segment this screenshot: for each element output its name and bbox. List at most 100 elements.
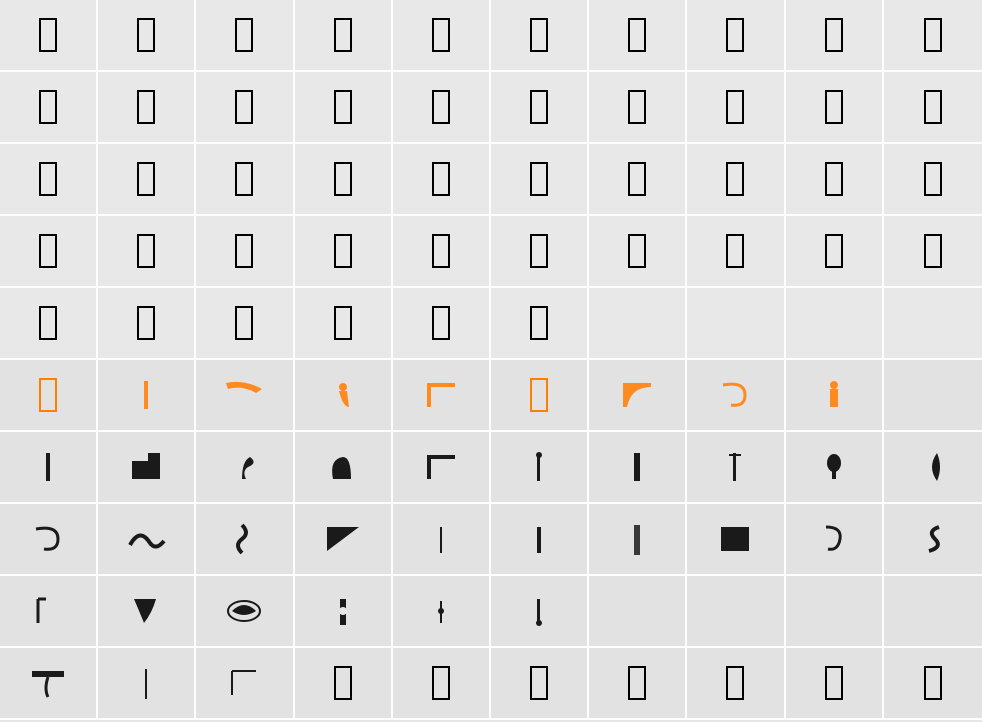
glyph-cell[interactable] [295, 576, 393, 648]
glyph-cell[interactable] [589, 648, 687, 720]
glyph-cell[interactable] [589, 504, 687, 576]
glyph-cell[interactable] [884, 504, 982, 576]
glyph-cell[interactable] [393, 144, 491, 216]
glyph-cell[interactable] [196, 504, 294, 576]
glyph-cell[interactable] [295, 288, 393, 360]
glyph-cell[interactable] [589, 432, 687, 504]
glyph-cell[interactable] [98, 72, 196, 144]
glyph-cell[interactable] [196, 0, 294, 72]
glyph-cell[interactable] [884, 144, 982, 216]
glyph-cell[interactable] [196, 576, 294, 648]
glyph-cell[interactable] [786, 504, 884, 576]
glyph-cell[interactable] [98, 0, 196, 72]
glyph-cell[interactable] [491, 216, 589, 288]
glyph-cell[interactable] [295, 432, 393, 504]
glyph-cell[interactable] [491, 504, 589, 576]
glyph-cell[interactable] [491, 432, 589, 504]
glyph-cell[interactable] [687, 504, 785, 576]
glyph-cell[interactable] [0, 504, 98, 576]
glyph-cell[interactable] [393, 0, 491, 72]
glyph-cell[interactable] [0, 216, 98, 288]
glyph-cell[interactable] [98, 504, 196, 576]
glyph-cell[interactable] [687, 72, 785, 144]
glyph-cell[interactable] [393, 576, 491, 648]
glyph-cell[interactable] [687, 432, 785, 504]
glyph-cell[interactable] [589, 576, 687, 648]
glyph-cell[interactable] [295, 360, 393, 432]
glyph-cell[interactable] [884, 432, 982, 504]
glyph-cell[interactable] [196, 216, 294, 288]
glyph-cell[interactable] [98, 432, 196, 504]
glyph-cell[interactable] [196, 432, 294, 504]
glyph-cell[interactable] [687, 648, 785, 720]
glyph-cell[interactable] [884, 648, 982, 720]
glyph-cell[interactable] [491, 648, 589, 720]
glyph-cell[interactable] [196, 360, 294, 432]
glyph-cell[interactable] [98, 360, 196, 432]
glyph-cell[interactable] [393, 504, 491, 576]
glyph-cell[interactable] [687, 144, 785, 216]
glyph-cell[interactable] [884, 288, 982, 360]
glyph-cell[interactable] [786, 648, 884, 720]
glyph-cell[interactable] [884, 72, 982, 144]
glyph-cell[interactable] [393, 648, 491, 720]
glyph-cell[interactable] [589, 288, 687, 360]
glyph-cell[interactable] [0, 144, 98, 216]
glyph-cell[interactable] [687, 360, 785, 432]
glyph-cell[interactable] [589, 144, 687, 216]
glyph-cell[interactable] [884, 576, 982, 648]
glyph-cell[interactable] [393, 288, 491, 360]
glyph-cell[interactable] [0, 0, 98, 72]
glyph-cell[interactable] [295, 216, 393, 288]
glyph-cell[interactable] [0, 648, 98, 720]
glyph-cell[interactable] [491, 288, 589, 360]
glyph-cell[interactable] [393, 216, 491, 288]
glyph-cell[interactable] [196, 144, 294, 216]
glyph-cell[interactable] [589, 216, 687, 288]
glyph-cell[interactable] [786, 288, 884, 360]
glyph-cell[interactable] [196, 288, 294, 360]
glyph-cell[interactable] [295, 648, 393, 720]
glyph-cell[interactable] [491, 360, 589, 432]
glyph-cell[interactable] [0, 576, 98, 648]
glyph-cell[interactable] [196, 648, 294, 720]
glyph-cell[interactable] [589, 360, 687, 432]
glyph-cell[interactable] [393, 72, 491, 144]
glyph-cell[interactable] [393, 360, 491, 432]
glyph-cell[interactable] [295, 144, 393, 216]
glyph-cell[interactable] [295, 0, 393, 72]
glyph-cell[interactable] [687, 288, 785, 360]
glyph-cell[interactable] [491, 72, 589, 144]
glyph-cell[interactable] [0, 72, 98, 144]
glyph-cell[interactable] [786, 432, 884, 504]
glyph-cell[interactable] [491, 144, 589, 216]
glyph-cell[interactable] [295, 504, 393, 576]
glyph-cell[interactable] [98, 288, 196, 360]
glyph-cell[interactable] [884, 216, 982, 288]
glyph-cell[interactable] [589, 0, 687, 72]
glyph-cell[interactable] [0, 432, 98, 504]
glyph-cell[interactable] [491, 576, 589, 648]
glyph-cell[interactable] [786, 144, 884, 216]
glyph-cell[interactable] [98, 648, 196, 720]
glyph-cell[interactable] [491, 0, 589, 72]
glyph-cell[interactable] [786, 72, 884, 144]
glyph-cell[interactable] [295, 72, 393, 144]
glyph-cell[interactable] [884, 0, 982, 72]
glyph-cell[interactable] [98, 216, 196, 288]
glyph-cell[interactable] [884, 360, 982, 432]
glyph-cell[interactable] [98, 144, 196, 216]
glyph-cell[interactable] [196, 72, 294, 144]
glyph-cell[interactable] [687, 0, 785, 72]
glyph-cell[interactable] [98, 576, 196, 648]
glyph-cell[interactable] [786, 0, 884, 72]
glyph-cell[interactable] [0, 360, 98, 432]
glyph-cell[interactable] [786, 360, 884, 432]
glyph-cell[interactable] [687, 216, 785, 288]
glyph-cell[interactable] [589, 72, 687, 144]
glyph-cell[interactable] [687, 576, 785, 648]
glyph-cell[interactable] [786, 216, 884, 288]
glyph-cell[interactable] [0, 288, 98, 360]
glyph-cell[interactable] [786, 576, 884, 648]
glyph-cell[interactable] [393, 432, 491, 504]
